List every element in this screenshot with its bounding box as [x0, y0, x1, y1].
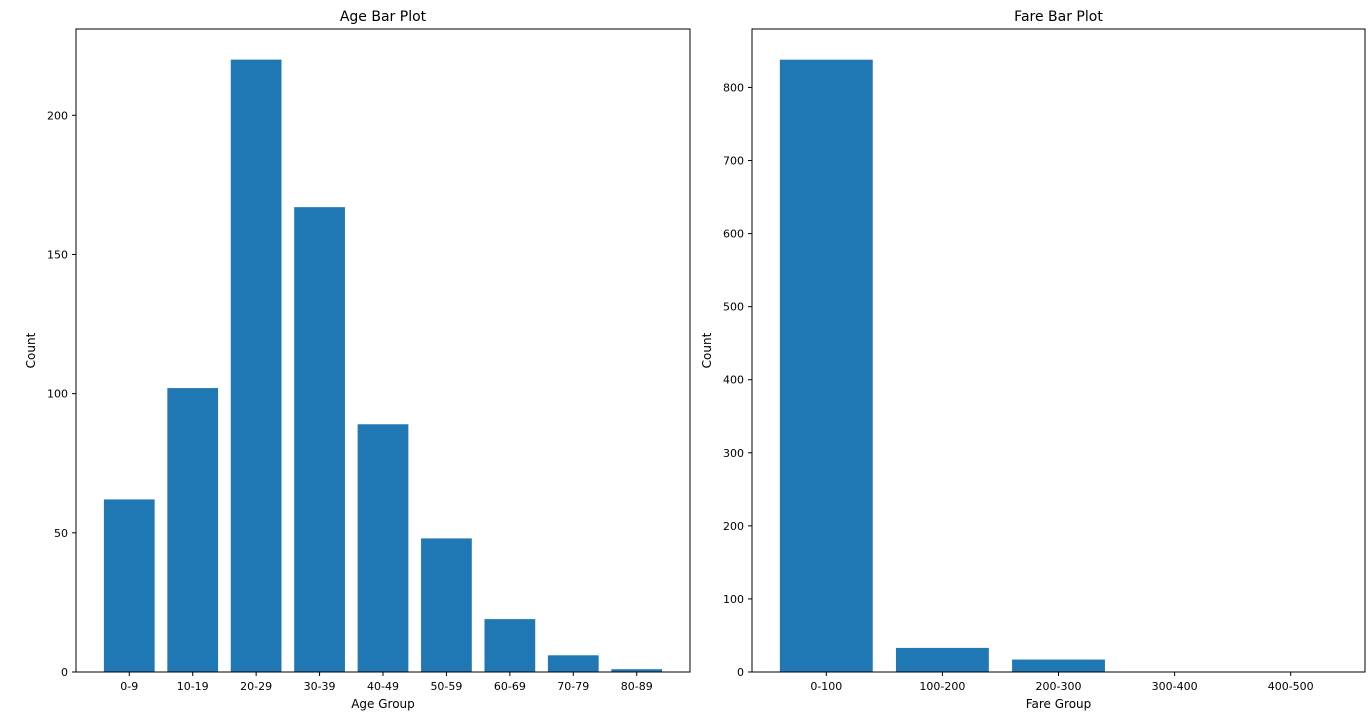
fare-bar-100-200	[895, 647, 989, 672]
fare-chart-title: Fare Bar Plot	[1014, 9, 1103, 25]
fare-ytick-label: 700	[723, 155, 744, 168]
fare-ytick-label: 0	[737, 666, 744, 679]
fare-xtick-label: 300-400	[1152, 680, 1198, 693]
fare-xtick-label: 400-500	[1268, 680, 1314, 693]
age-xtick-label: 50-59	[430, 680, 462, 693]
fare-xtick-label: 0-100	[810, 680, 842, 693]
fare-bar-plot: 0-100 100-200 200-300 300-400 400-500 0 100 200…	[700, 9, 1366, 711]
age-xtick-label: 60-69	[494, 680, 526, 693]
fare-bar-200-300	[1012, 659, 1105, 672]
age-bar-0-9	[103, 499, 155, 672]
age-bar-30-39	[294, 207, 345, 672]
age-bar-60-69	[484, 619, 536, 672]
fare-ytick-label: 300	[723, 447, 744, 460]
fare-ytick-label: 200	[723, 520, 744, 533]
age-ytick-label: 200	[47, 109, 68, 122]
age-xtick-label: 40-49	[367, 680, 399, 693]
age-bar-plot: 0-9 10-19 20-29 30-39 40-49 50-59 60-69 70-79 80…	[24, 9, 691, 711]
age-ytick-label: 100	[47, 388, 68, 401]
age-xtick-label: 20-29	[240, 680, 272, 693]
age-y-axis-label: Count	[24, 332, 38, 368]
age-ytick-label: 150	[47, 248, 68, 261]
fare-ytick-label: 600	[723, 228, 744, 241]
age-x-axis-label: Age Group	[351, 697, 415, 711]
age-ytick-label: 0	[61, 666, 68, 679]
age-chart-title: Age Bar Plot	[340, 9, 427, 25]
age-xtick-label: 80-89	[621, 680, 653, 693]
fare-y-axis-label: Count	[700, 332, 714, 368]
age-xtick-label: 10-19	[177, 680, 209, 693]
fare-x-axis-label: Fare Group	[1026, 697, 1092, 711]
fare-xtick-label: 100-200	[919, 680, 965, 693]
fare-ytick-label: 500	[723, 301, 744, 314]
age-bar-40-49	[357, 424, 409, 672]
fare-ytick-label: 800	[723, 81, 744, 94]
age-bar-50-59	[421, 538, 472, 672]
age-ytick-label: 50	[54, 527, 68, 540]
age-xtick-label: 30-39	[304, 680, 336, 693]
fare-ytick-label: 100	[723, 593, 744, 606]
fare-bar-0-100	[779, 59, 873, 672]
age-xtick-label: 70-79	[557, 680, 589, 693]
age-bar-10-19	[167, 388, 219, 672]
fare-ytick-label: 400	[723, 374, 744, 387]
age-xtick-label: 0-9	[120, 680, 138, 693]
age-bar-80-89	[611, 669, 663, 672]
age-bar-70-79	[547, 655, 599, 672]
age-bar-20-29	[230, 59, 282, 673]
fare-xtick-label: 200-300	[1036, 680, 1082, 693]
